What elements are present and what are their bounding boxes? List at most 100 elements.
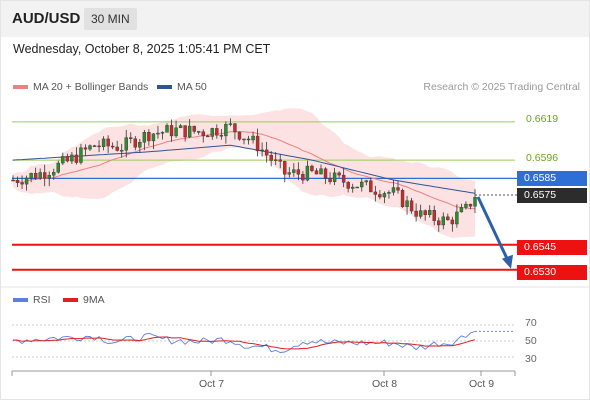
ma50-line [12,144,476,194]
bollinger-band [13,108,475,239]
candle-body [174,127,178,137]
candle-body [332,172,337,183]
ma9-label: 9MA [83,294,105,306]
candle-body [52,172,56,176]
rsi-line [12,330,476,353]
candle-body [264,149,269,156]
candle-body [74,154,79,163]
ma50-label: MA 50 [177,81,207,93]
candle-body [255,135,260,152]
forecast-arrow-shaft [476,196,510,262]
candle-body [437,220,441,226]
candle-body [120,150,124,152]
x-label-oct7: Oct 7 [199,378,225,390]
legend-9ma: 9MA [63,294,105,306]
candle-body [341,174,346,183]
forecast-arrow-head [502,254,513,269]
candle-body [38,172,42,179]
candle-body [387,192,391,194]
candle-body [206,135,210,138]
candle-body [278,159,282,162]
candle-body [47,174,51,179]
rsi-ma-line [13,336,476,350]
candle-body [142,132,147,143]
candle-body [151,133,156,142]
candle-body [129,137,133,139]
candle-body [296,169,301,175]
timeframe-button[interactable]: 30 MIN [84,8,137,30]
candle-body [147,132,151,142]
current-price-tag: 0.6585 [517,171,587,186]
candle-body [319,168,323,175]
rsi-tick-50: 50 [525,335,537,347]
candle-body [115,146,119,151]
rsi-tick-30: 30 [525,353,537,365]
candle-body [165,125,169,133]
candle-body [133,138,137,148]
last-price-tag: 0.6575 [517,188,587,203]
candle-body [224,123,228,137]
candle-body [29,173,33,179]
candle-body [328,178,332,183]
candle-body [305,165,310,181]
candle-body [441,216,445,226]
candle-body [187,125,192,138]
candle-body [468,203,473,207]
candle-body [160,132,165,134]
candle-body [70,154,74,162]
symbol-title: AUD/USD [12,10,81,27]
candle-body [292,169,296,173]
candle-body [360,181,364,188]
candle-body [409,200,414,212]
candle-body [391,187,396,193]
legend-ma20: MA 20 + Bollinger Bands [13,81,148,93]
timestamp: Wednesday, October 8, 2025 1:05:41 PM CE… [13,42,271,56]
rsi-label: RSI [33,294,51,306]
candle-body [473,197,477,207]
candle-body [314,170,319,175]
support-tag-1: 0.6545 [517,240,587,255]
candle-body [156,132,160,135]
candle-body [405,200,409,207]
candle-body [169,125,174,137]
candle-body [97,145,101,148]
candle-body [323,168,328,179]
rsi-swatch [13,298,28,303]
candle-body [242,138,246,141]
candle-body [423,210,427,215]
candle-body [355,186,359,189]
ma9-swatch [63,298,78,303]
candle-body [61,156,65,164]
candle-body [337,172,341,176]
candle-body [237,131,242,140]
candle-body [432,210,436,221]
candle-body [210,128,214,137]
candle-body [92,145,97,147]
x-label-oct8: Oct 8 [372,378,398,390]
candle-body [428,210,432,215]
candle-body [351,186,355,189]
legend-ma50: MA 50 [157,81,207,93]
candle-body [15,179,20,183]
candle-body [106,138,110,147]
header-bar: AUD/USD 30 MIN [1,1,589,37]
candle-body [56,162,60,173]
candle-body [274,159,278,161]
candle-body [138,142,142,148]
level-label-r2: 0.6619 [526,113,559,125]
candle-body [219,135,224,137]
candle-body [301,174,305,181]
support-tag-2: 0.6530 [517,265,587,280]
candle-body [11,179,15,182]
candle-body [269,154,273,161]
candle-body [450,219,455,225]
legend-rsi: RSI [13,294,51,306]
candle-body [382,193,387,198]
candle-body [346,182,350,189]
candle-body [178,125,183,129]
candle-body [228,123,233,125]
candle-body [373,191,378,195]
candle-body [88,145,92,150]
